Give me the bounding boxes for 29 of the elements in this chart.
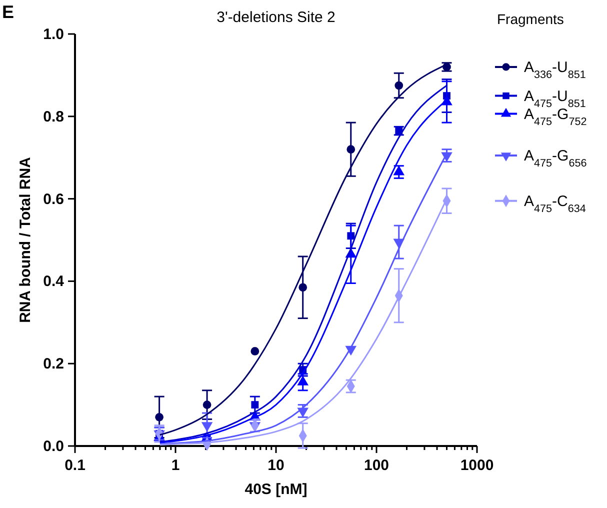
point [202,400,212,409]
point [346,145,356,154]
point [155,412,164,422]
y-tick-label: 0.8 [43,108,64,126]
point [201,422,213,432]
text: E [2,2,14,22]
point [250,347,260,356]
legend-label: A$_{475}$-G$_{656}$ [524,148,587,170]
legend-label: A$_{475}$-U$_{851}$ [524,88,586,110]
y-axis-title: RNA bound / Total RNA [17,156,34,323]
x-tick-label: 1 [171,457,180,474]
x-tick-label: 100 [364,457,390,474]
y-tick-label: 0.6 [43,190,64,208]
chart-title: 3'-deletions Site 2 [216,9,336,26]
legend-label: A$_{336}$-U$_{851}$ [524,58,586,81]
legend-title: Fragments [497,11,564,27]
point [394,81,404,90]
point [297,408,308,418]
y-tick-label: 0.0 [43,438,64,455]
y-tick-label: 0.2 [43,356,64,373]
point [298,283,308,292]
y-tick-label: 0.4 [43,273,65,290]
y-tick-label: 1.0 [43,26,64,43]
x-tick-label: 0.1 [64,457,86,474]
legend-label: A$_{475}$-C$_{634}$ [524,192,586,215]
x-tick-label: 10 [268,457,284,474]
x-tick-label: 1000 [460,457,494,474]
x-axis-title: 40S [nM] [244,481,308,498]
point [251,401,259,409]
